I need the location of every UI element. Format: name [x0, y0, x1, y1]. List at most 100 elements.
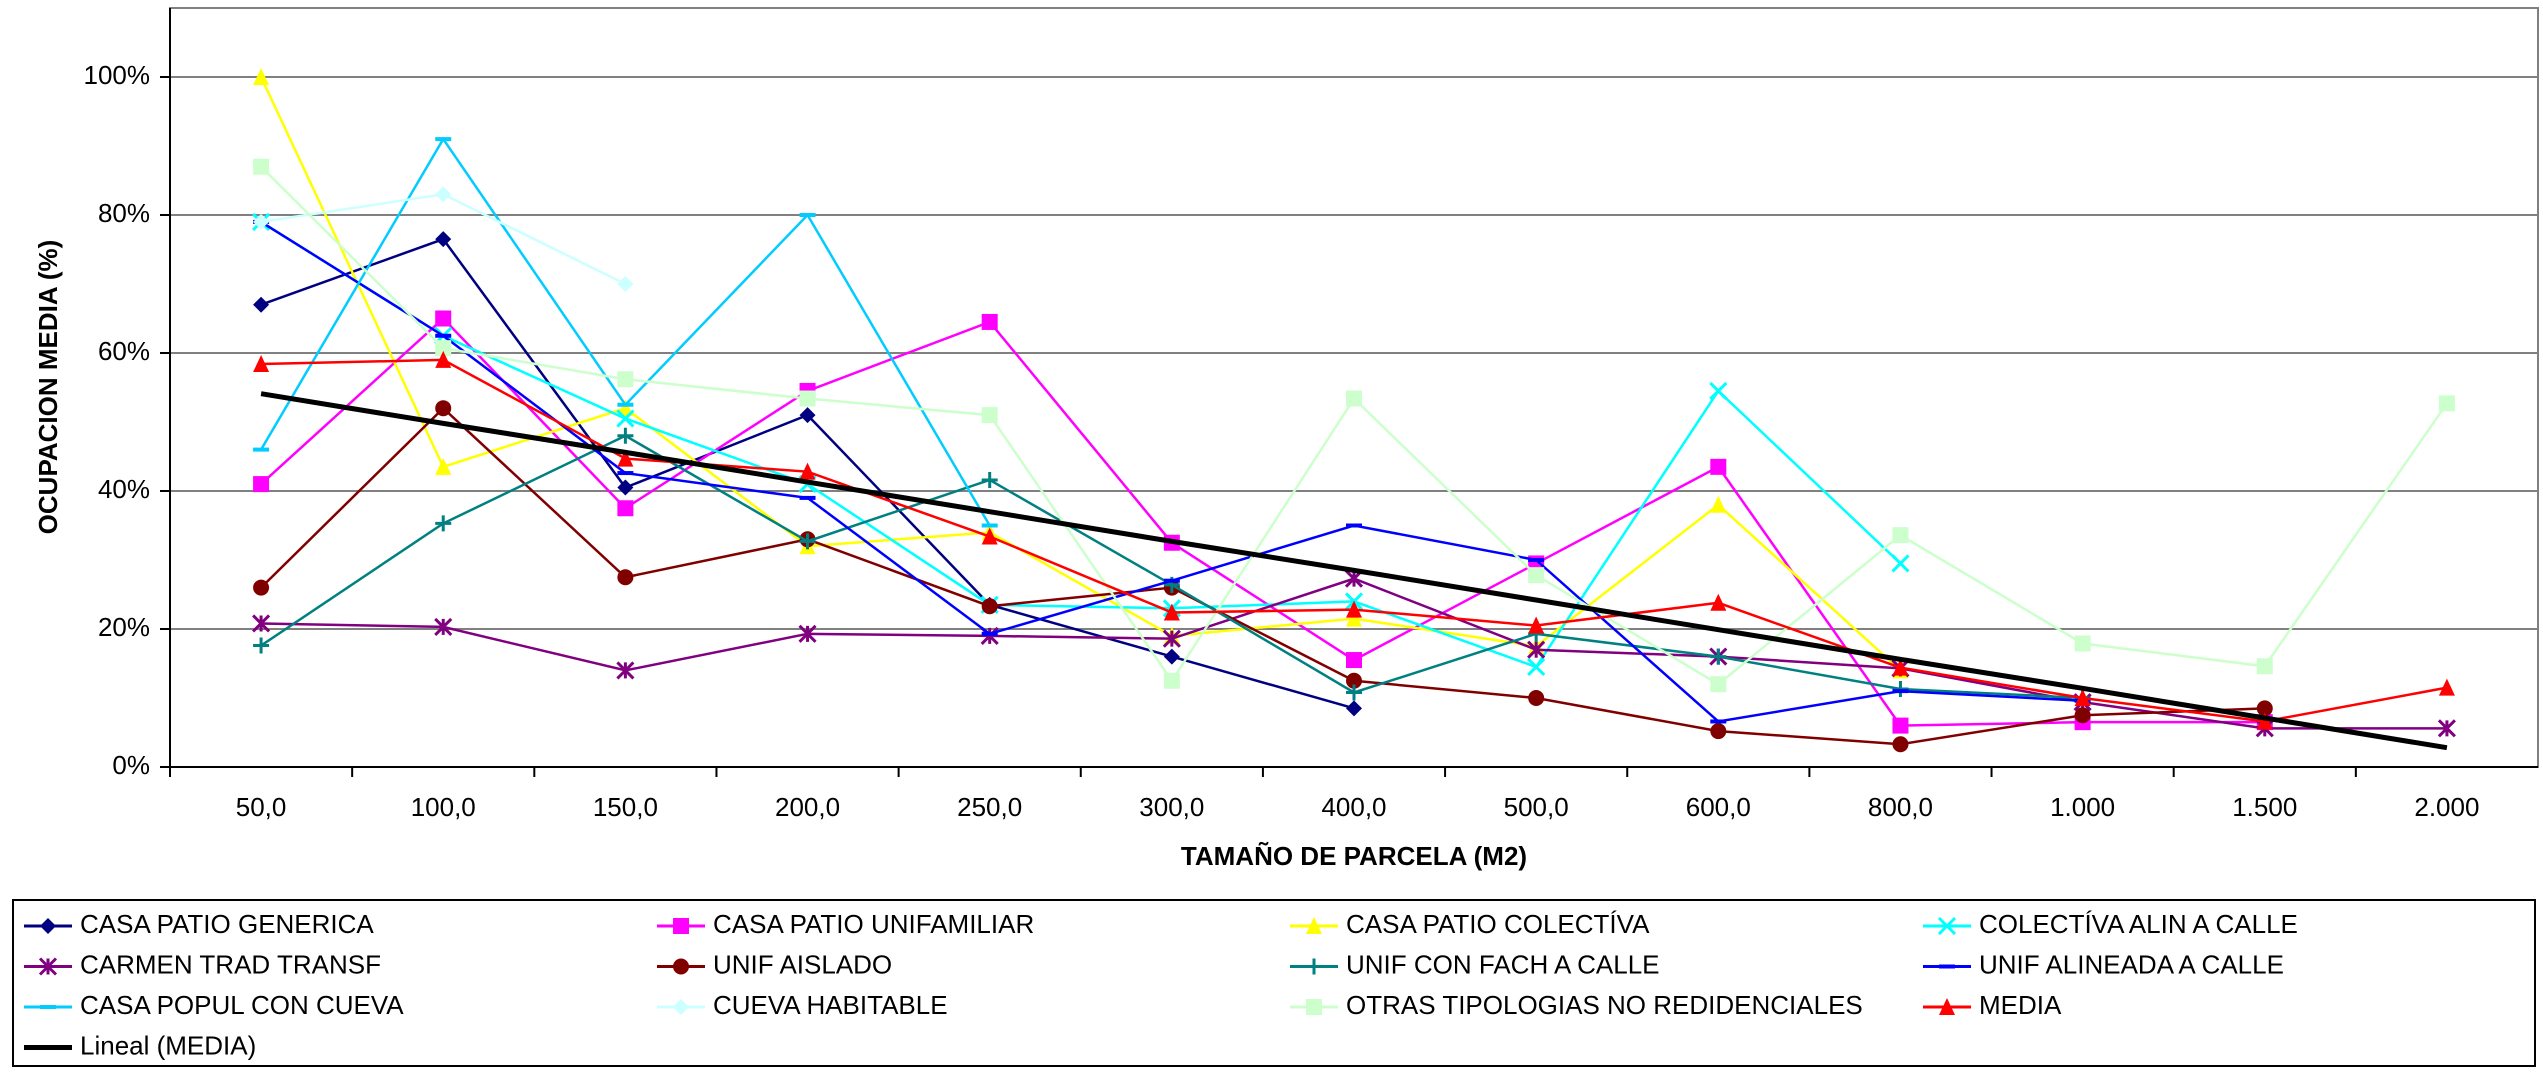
marker: [1163, 672, 1180, 689]
x-tick-label: 600,0: [1686, 792, 1751, 822]
x-axis-title: TAMAÑO DE PARCELA (M2): [1181, 841, 1527, 871]
marker: [1163, 578, 1180, 583]
marker: [2437, 719, 2456, 738]
marker: [1528, 690, 1545, 706]
x-tick-label: 2.000: [2414, 792, 2479, 822]
marker: [981, 523, 998, 528]
marker: [981, 598, 998, 615]
marker: [799, 407, 816, 424]
marker: [1892, 717, 1909, 734]
marker: [1527, 657, 1546, 677]
x-tick-label: 250,0: [957, 792, 1022, 822]
marker: [799, 495, 816, 500]
marker: [617, 569, 634, 586]
marker: [253, 476, 270, 493]
marker: [1528, 558, 1545, 562]
y-tick-label: 60%: [98, 336, 150, 366]
marker: [1163, 648, 1180, 665]
marker: [1306, 958, 1322, 975]
marker: [981, 407, 998, 424]
marker: [40, 918, 56, 934]
marker: [617, 449, 634, 467]
legend-label: CUEVA HABITABLE: [713, 990, 948, 1020]
marker: [2438, 395, 2455, 412]
marker: [2438, 678, 2455, 696]
marker: [434, 617, 453, 636]
marker: [435, 350, 452, 368]
marker: [253, 447, 270, 452]
marker: [253, 158, 270, 175]
marker: [1939, 964, 1955, 969]
legend-label: Lineal (MEDIA): [80, 1030, 256, 1060]
x-tick-label: 800,0: [1868, 792, 1933, 822]
marker: [1892, 736, 1909, 753]
marker: [981, 631, 998, 636]
marker: [435, 137, 452, 142]
marker: [435, 333, 452, 338]
marker: [253, 355, 270, 373]
marker: [1346, 672, 1362, 689]
marker: [435, 340, 452, 357]
marker: [799, 462, 816, 480]
marker: [1709, 381, 1728, 401]
y-tick-label: 80%: [98, 198, 150, 228]
marker: [1528, 616, 1545, 634]
marker: [253, 296, 270, 313]
marker: [1306, 999, 1322, 1015]
marker: [617, 427, 634, 444]
marker: [1710, 719, 1727, 724]
marker: [1710, 723, 1727, 740]
marker: [435, 231, 452, 248]
marker: [1710, 458, 1727, 475]
legend-label: MEDIA: [1979, 990, 2062, 1020]
marker: [1710, 495, 1727, 513]
x-tick-label: 200,0: [775, 792, 840, 822]
marker: [1346, 684, 1362, 701]
series-line: [260, 391, 2448, 751]
marker: [2256, 712, 2273, 730]
marker: [435, 310, 452, 327]
marker: [2256, 658, 2273, 675]
marker: [617, 479, 634, 496]
marker: [981, 471, 998, 488]
y-tick-label: 100%: [84, 60, 151, 90]
y-tick-label: 0%: [112, 750, 150, 780]
marker: [435, 515, 452, 532]
legend-label: UNIF ALINEADA A CALLE: [1979, 949, 2284, 979]
marker: [1892, 658, 1909, 676]
x-tick-label: 400,0: [1321, 792, 1386, 822]
x-tick-label: 1.500: [2232, 792, 2297, 822]
marker: [981, 527, 998, 545]
y-tick-label: 20%: [98, 612, 150, 642]
marker: [617, 371, 634, 388]
marker: [617, 471, 634, 476]
marker: [616, 661, 635, 680]
marker: [1937, 916, 1957, 936]
marker: [673, 918, 689, 934]
legend-label: COLECTÍVA ALIN A CALLE: [1979, 909, 2298, 939]
x-tick-label: 500,0: [1504, 792, 1569, 822]
marker: [616, 409, 635, 428]
plot-area: [169, 7, 2539, 768]
marker: [673, 958, 689, 975]
marker: [617, 402, 634, 407]
legend-label: UNIF AISLADO: [713, 949, 892, 979]
marker: [1346, 700, 1362, 717]
marker: [1346, 652, 1362, 669]
legend-label: UNIF CON FACH A CALLE: [1346, 949, 1660, 979]
legend-label: CASA PATIO COLECTÍVA: [1346, 909, 1650, 939]
marker: [1710, 648, 1727, 665]
marker: [1528, 567, 1545, 584]
marker: [253, 213, 270, 230]
x-tick-label: 100,0: [411, 792, 476, 822]
x-tick-label: 300,0: [1139, 792, 1204, 822]
x-tick-label: 150,0: [593, 792, 658, 822]
legend-label: CASA PATIO UNIFAMILIAR: [713, 909, 1034, 939]
marker: [1346, 600, 1362, 618]
marker: [617, 399, 634, 417]
marker: [253, 68, 270, 85]
marker: [1346, 390, 1362, 407]
series-line: [260, 406, 2265, 746]
x-tick-label: 1.000: [2050, 792, 2115, 822]
